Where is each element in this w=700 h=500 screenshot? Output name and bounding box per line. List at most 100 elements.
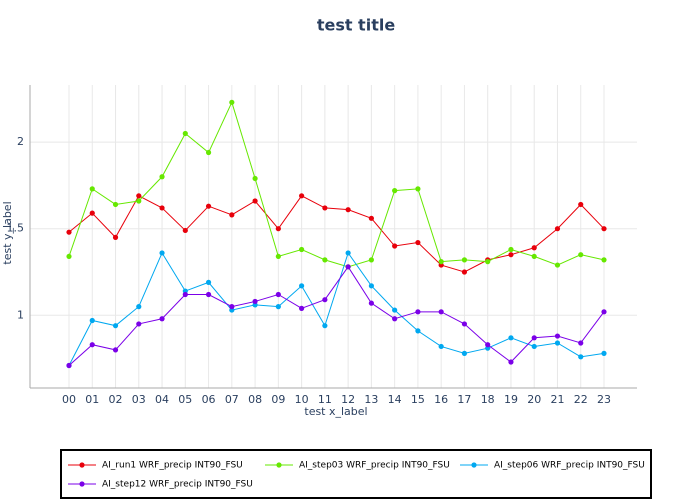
legend-marker — [79, 481, 85, 487]
legend-marker — [471, 462, 477, 468]
x-tick-label: 09 — [271, 393, 285, 406]
point — [578, 354, 584, 360]
point — [531, 335, 537, 341]
point — [554, 333, 561, 339]
point — [159, 250, 165, 256]
x-tick-label: 06 — [202, 393, 216, 406]
x-tick-label: 18 — [481, 393, 495, 406]
point — [159, 174, 165, 180]
x-tick-label: 14 — [388, 393, 402, 406]
x-tick-label: 17 — [457, 393, 471, 406]
point — [368, 283, 374, 289]
point — [415, 328, 421, 334]
legend-box — [60, 449, 652, 499]
x-tick-label: 05 — [178, 393, 192, 406]
point — [89, 186, 95, 192]
point — [299, 305, 305, 311]
point — [136, 193, 142, 199]
point — [205, 291, 212, 298]
point — [205, 279, 212, 285]
point — [112, 201, 119, 208]
point — [229, 304, 235, 310]
point — [66, 362, 72, 369]
point — [415, 309, 421, 315]
point — [275, 253, 281, 260]
point — [345, 264, 351, 270]
point — [531, 245, 537, 251]
point — [275, 226, 281, 232]
x-tick-label: 11 — [318, 393, 332, 406]
legend-marker — [276, 462, 282, 468]
point — [136, 321, 142, 327]
point — [205, 149, 212, 156]
x-tick-label: 03 — [132, 393, 146, 406]
point — [601, 350, 607, 356]
series-line — [68, 265, 605, 366]
point — [252, 298, 258, 305]
x-tick-label: 21 — [550, 393, 564, 406]
point — [112, 347, 119, 353]
point — [578, 201, 584, 208]
point — [461, 321, 468, 327]
point — [229, 99, 235, 105]
point — [136, 304, 142, 310]
point — [461, 350, 468, 356]
x-tick-label: 10 — [295, 393, 309, 406]
x-tick-label: 16 — [434, 393, 448, 406]
x-tick-label: 12 — [341, 393, 355, 406]
point — [159, 316, 165, 322]
y-tick-label: 2 — [17, 135, 24, 148]
point — [578, 340, 584, 346]
point — [368, 300, 374, 306]
y-axis-label: test y_label — [1, 201, 14, 264]
point — [322, 297, 328, 303]
legend-label: AI_step03 WRF_precip INT90_FSU — [299, 461, 450, 471]
point — [368, 215, 374, 221]
x-tick-label: 00 — [62, 393, 76, 406]
point — [89, 210, 95, 216]
point — [485, 259, 491, 265]
point — [554, 226, 561, 232]
point — [89, 317, 95, 324]
point — [322, 257, 328, 263]
x-tick-label: 23 — [597, 393, 611, 406]
point — [578, 252, 584, 258]
y-tick-label: 1 — [17, 308, 24, 321]
point — [182, 291, 188, 298]
legend-marker — [79, 462, 85, 468]
point — [299, 283, 305, 289]
x-tick-label: 02 — [109, 393, 123, 406]
legend-label: AI_step12 WRF_precip INT90_FSU — [102, 480, 253, 490]
point — [66, 229, 72, 235]
x-tick-label: 13 — [364, 393, 378, 406]
point — [554, 262, 561, 268]
point — [415, 186, 421, 192]
point — [368, 257, 374, 263]
point — [461, 257, 468, 263]
x-tick-label: 22 — [574, 393, 588, 406]
point — [508, 335, 514, 341]
point — [392, 243, 398, 249]
point — [182, 227, 188, 234]
point — [89, 342, 95, 348]
point — [531, 253, 537, 260]
point — [345, 207, 351, 213]
chart-title: test title — [317, 16, 396, 35]
point — [112, 234, 119, 240]
point — [345, 250, 351, 256]
point — [112, 323, 119, 329]
point — [182, 130, 188, 137]
point — [601, 226, 607, 232]
x-tick-label: 20 — [527, 393, 541, 406]
point — [392, 316, 398, 322]
series-line — [68, 100, 605, 268]
legend-label: AI_run1 WRF_precip INT90_FSU — [102, 461, 243, 471]
point — [159, 205, 165, 211]
point — [438, 309, 444, 315]
legend-label: AI_step06 WRF_precip INT90_FSU — [494, 461, 645, 471]
point — [299, 193, 305, 199]
point — [252, 198, 258, 204]
point — [392, 188, 398, 194]
point — [299, 246, 305, 253]
